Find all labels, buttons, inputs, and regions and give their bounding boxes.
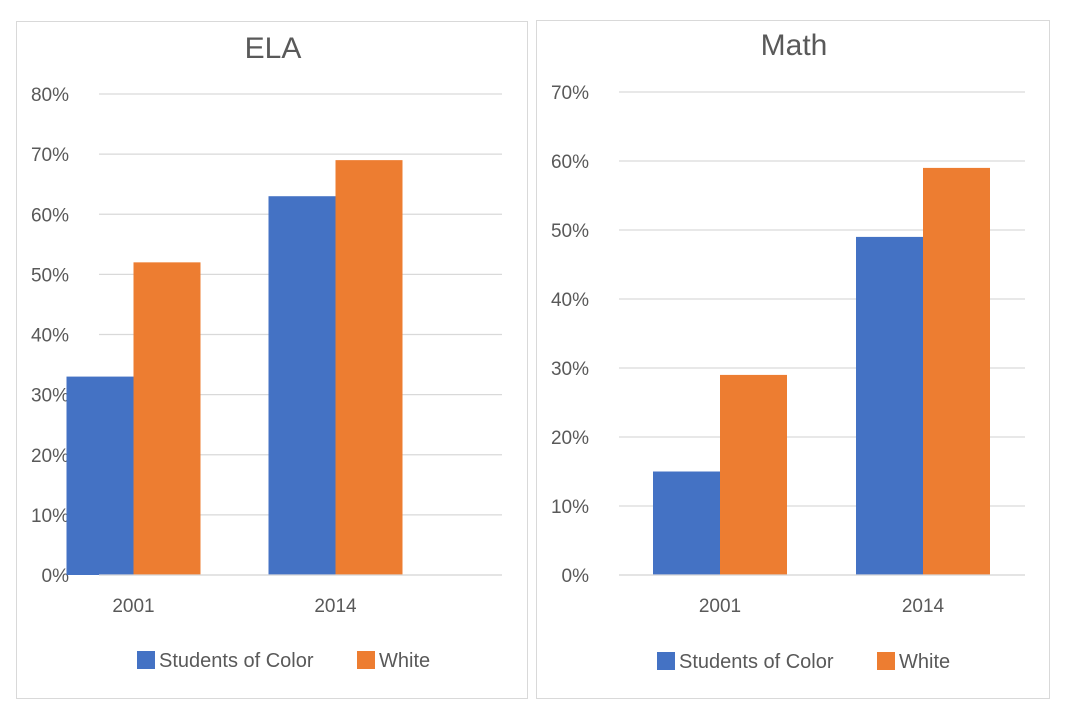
legend-swatch [357, 651, 375, 669]
legend-swatch [137, 651, 155, 669]
x-tick-label: 2001 [699, 596, 741, 617]
bar-white-2001 [133, 262, 201, 575]
y-tick-label: 80% [31, 85, 69, 106]
legend-label: Students of Color [679, 651, 834, 673]
x-tick-label: 2014 [902, 596, 945, 617]
y-tick-label: 20% [551, 428, 589, 449]
y-tick-label: 30% [31, 386, 69, 407]
y-tick-label: 0% [42, 566, 70, 587]
ela-chart-panel: ELA 0% 10% 20% 30% 40% 50% 60% 70% 80% 2001 2014 St… [16, 21, 528, 699]
bar-students-of-color-2001 [653, 471, 720, 575]
y-tick-label: 70% [551, 83, 589, 104]
x-tick-label: 2014 [314, 596, 357, 617]
bar-students-of-color-2014 [268, 196, 336, 575]
y-tick-label: 10% [551, 497, 589, 518]
chart-title: Math [761, 29, 828, 62]
legend-label: Students of Color [159, 650, 314, 672]
y-tick-label: 20% [31, 446, 69, 467]
legend-swatch [877, 652, 895, 670]
bar-students-of-color-2001 [66, 376, 134, 575]
y-tick-label: 60% [31, 205, 69, 226]
bar-students-of-color-2014 [856, 236, 923, 575]
x-tick-label: 2001 [112, 596, 154, 617]
y-tick-label: 70% [31, 145, 69, 166]
bar-white-2001 [720, 374, 787, 575]
bar-white-2014 [923, 167, 990, 575]
legend-label: White [899, 651, 950, 673]
y-tick-label: 30% [551, 359, 589, 380]
y-tick-label: 0% [562, 566, 590, 587]
math-chart: Math 0% 10% 20% 30% 40% 50% 60% 70% 2001 2014 Stud… [551, 29, 1025, 673]
ela-chart: ELA 0% 10% 20% 30% 40% 50% 60% 70% 80% 2001 2014 St… [31, 32, 502, 672]
bar-white-2014 [335, 160, 403, 575]
y-tick-label: 40% [31, 326, 69, 347]
y-tick-label: 50% [551, 221, 589, 242]
y-tick-label: 40% [551, 290, 589, 311]
chart-title: ELA [245, 32, 302, 65]
y-tick-label: 50% [31, 265, 69, 286]
legend-swatch [657, 652, 675, 670]
y-tick-label: 60% [551, 152, 589, 173]
legend-label: White [379, 650, 430, 672]
y-tick-label: 10% [31, 506, 69, 527]
math-chart-panel: Math 0% 10% 20% 30% 40% 50% 60% 70% 2001 2014 Stud… [536, 20, 1050, 699]
